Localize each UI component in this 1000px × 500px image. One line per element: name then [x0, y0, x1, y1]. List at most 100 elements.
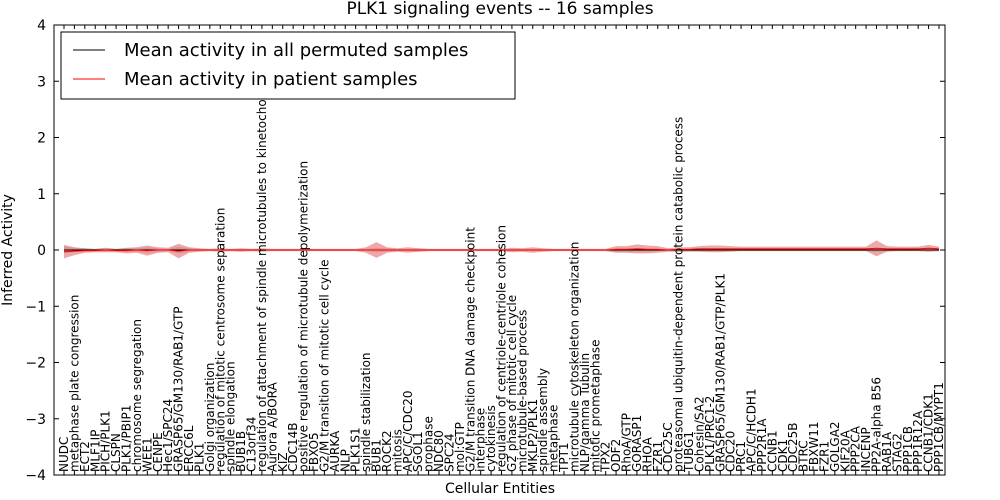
y-tick-label: 1: [37, 187, 46, 203]
category-label: ECT2: [78, 441, 92, 472]
category-label: KIZ: [276, 452, 290, 472]
category-label: microtubule-based process: [515, 310, 529, 472]
category-label: NLP: [338, 449, 352, 472]
category-label: spindle assembly: [536, 368, 550, 472]
category-label: regulation of mitotic centrosome separat…: [213, 208, 227, 472]
category-label: microtubule cytoskeleton organization: [567, 242, 581, 472]
category-label: RAB1A: [880, 431, 894, 472]
category-label: G2/M transition of mitotic cell cycle: [317, 259, 331, 472]
category-label: regulation of centriole-centriole cohesi…: [495, 225, 509, 472]
legend: Mean activity in all permuted samples Mea…: [60, 31, 516, 100]
y-tick-label: −4: [25, 468, 46, 484]
category-label: mitotic prometaphase: [588, 340, 602, 473]
category-label: PLK1/PRC1-2: [703, 396, 717, 472]
category-label: spindle elongation: [224, 361, 238, 472]
category-label: cytokinesis: [484, 405, 498, 472]
category-label: NLP/gamma Tubulin: [578, 353, 592, 472]
category-label: PICH/PLK1: [99, 410, 113, 472]
category-label: PP2A-alpha B56: [870, 377, 884, 472]
category-label: TUBG1: [682, 431, 696, 473]
patient-band: [64, 240, 939, 259]
y-axis-label: Inferred Activity: [0, 194, 16, 306]
category-label: chromosome segregation: [130, 319, 144, 472]
category-label: GRASP65/GM130/RAB1/GTP/PLK1: [713, 273, 727, 472]
category-label: PPP1CB/MYPT1: [932, 382, 946, 472]
category-label: CLSPN: [109, 433, 123, 472]
legend-label: Mean activity in patient samples: [124, 69, 418, 90]
legend-box: [60, 31, 516, 100]
category-label: STAG2: [890, 433, 904, 472]
y-tick-label: 2: [37, 131, 46, 147]
category-label: PLK1/PBIP1: [120, 405, 134, 472]
category-label: metaphase plate congression: [67, 295, 81, 472]
legend-label: Mean activity in all permuted samples: [124, 40, 468, 61]
y-tick-label: 4: [37, 18, 46, 34]
category-label: KIF20A: [838, 429, 852, 472]
y-tick-label: −2: [25, 356, 46, 372]
category-label: PLK1: [192, 443, 206, 472]
y-tick-label: −1: [25, 299, 46, 315]
y-tick-label: 3: [37, 74, 46, 90]
category-label: APC/C/HCDH1: [745, 388, 759, 472]
category-label: G2 phase of mitotic cell cycle: [505, 295, 519, 472]
category-label: CDC25C: [661, 422, 675, 472]
category-label: CCNB1/CDK1: [922, 393, 936, 472]
category-label: FZR1: [651, 441, 665, 472]
category-label: FBXO5: [307, 432, 321, 472]
category-label: CDC14B: [286, 423, 300, 473]
x-axis-label: Cellular Entities: [445, 481, 555, 497]
category-label: PPP2CA: [849, 425, 863, 472]
category-label: GRASP65/GM130/RAB1/GTP: [172, 306, 186, 472]
category-label: positive regulation of microtubule depol…: [297, 161, 311, 472]
category-label: CCNB1: [765, 430, 779, 472]
chart-title: PLK1 signaling events -- 16 samples: [346, 0, 653, 19]
patient-mean-line: [63, 247, 940, 253]
category-label: interphase: [474, 408, 488, 472]
category-label: APC/C/CDC20: [401, 390, 415, 472]
category-label: PRC1: [734, 441, 748, 472]
category-label: spindle stabilization: [359, 352, 373, 472]
category-label: ERCC6L: [182, 425, 196, 472]
category-label: Golgi organization: [203, 363, 217, 472]
category-label: BUB1: [370, 439, 384, 472]
category-label: WEE1: [140, 437, 154, 472]
category-label: metaphase: [547, 405, 561, 472]
category-label: Aurora A/BORA: [265, 382, 279, 472]
category-label: RHOA: [640, 436, 654, 472]
category-label: C13orf34: [245, 417, 259, 472]
y-tick-label: 0: [37, 243, 46, 259]
category-label: CENPE: [151, 432, 165, 472]
category-label: Cohesin/SA2: [692, 396, 706, 472]
category-label: BUB1B: [234, 431, 248, 472]
category-label: TPX2: [599, 442, 613, 473]
category-label: prophase: [422, 416, 436, 472]
category-label: RhoA/GTP: [620, 413, 634, 472]
category-label: SGOL1: [411, 431, 425, 472]
category-label: G2/M transition DNA damage checkpoint: [463, 227, 477, 472]
category-label: CDK1: [776, 439, 790, 472]
category-label: NDC80: [432, 430, 446, 472]
category-label: proteasomal ubiquitin-dependent protein …: [672, 117, 686, 472]
category-label: MKLP2/PLK1: [526, 399, 540, 472]
category-label: mol:GTP: [453, 422, 467, 472]
category-label: FZR1: [817, 441, 831, 472]
category-label: AURKA: [328, 430, 342, 472]
category-label: ODF2: [609, 439, 623, 472]
category-label: SPC24: [442, 433, 456, 472]
category-label: Hec1/SPC24: [161, 399, 175, 472]
category-label: ROCK2: [380, 430, 394, 472]
category-label: CDC20: [724, 431, 738, 472]
category-label: TPT1: [557, 442, 571, 473]
category-label: INCENP: [859, 427, 873, 472]
category-label: regulation of attachment of spindle micr…: [255, 87, 269, 472]
category-label: FBXW11: [807, 422, 821, 473]
category-label: GORASP1: [630, 415, 644, 472]
category-label: BTRC: [797, 440, 811, 472]
category-label: PPP1R12A: [911, 410, 925, 472]
category-label: mitosis: [390, 429, 404, 472]
category-label: NUDC: [57, 437, 71, 472]
category-label: MLF1IP: [88, 430, 102, 472]
